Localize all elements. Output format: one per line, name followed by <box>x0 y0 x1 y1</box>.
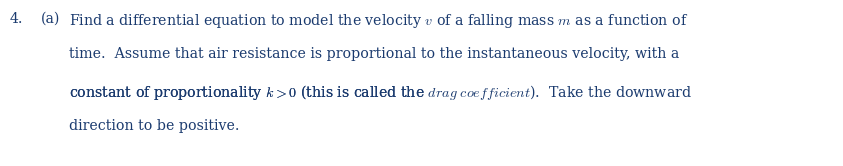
Text: 4.: 4. <box>10 12 24 26</box>
Text: constant of proportionality $k > 0$ (this is called the $\mathit{drag\ coefficie: constant of proportionality $k > 0$ (thi… <box>69 83 692 102</box>
Text: (a): (a) <box>40 12 60 26</box>
Text: constant of proportionality $k > 0$ (this is called the: constant of proportionality $k > 0$ (thi… <box>69 83 426 102</box>
Text: Find a differential equation to model the velocity $v$ of a falling mass $m$ as : Find a differential equation to model th… <box>69 12 688 30</box>
Text: direction to be positive.: direction to be positive. <box>69 119 239 133</box>
Text: time.  Assume that air resistance is proportional to the instantaneous velocity,: time. Assume that air resistance is prop… <box>69 47 679 61</box>
